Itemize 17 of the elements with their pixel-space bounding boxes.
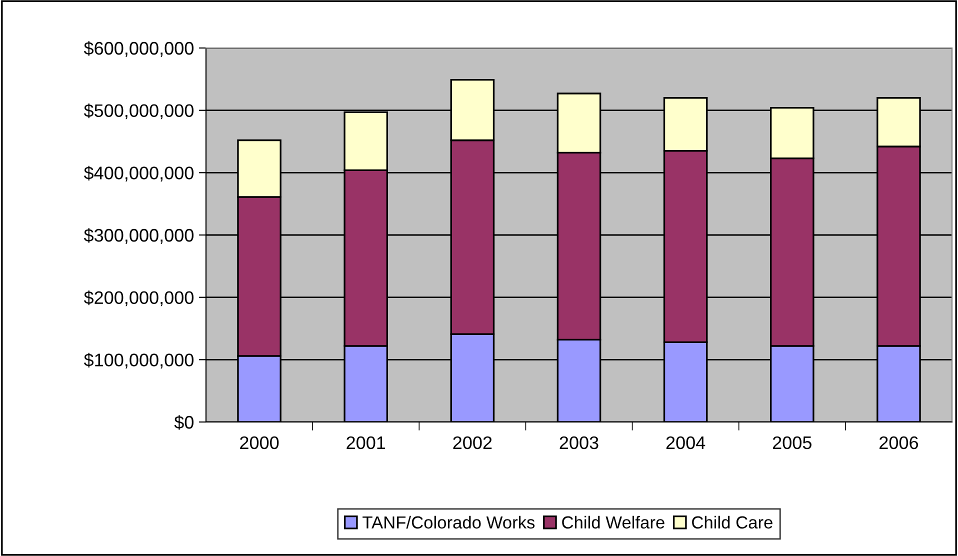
y-tick-label: $300,000,000	[84, 228, 194, 244]
y-tick-label: $200,000,000	[84, 290, 194, 306]
legend-label: Child Welfare	[562, 516, 664, 529]
x-tick-label: 2002	[453, 436, 492, 450]
x-tick-label: 2004	[666, 436, 706, 450]
y-tick-label: $100,000,000	[84, 352, 194, 369]
x-tick-label: 2000	[240, 436, 279, 450]
x-tick-label: 2006	[880, 436, 918, 450]
x-tick-label: 2003	[560, 436, 598, 450]
y-tick-label: $600,000,000	[84, 41, 194, 57]
y-tick-label: $0	[174, 415, 194, 430]
y-tick-label: $500,000,000	[84, 104, 194, 120]
legend-label: TANF/Colorado Works	[362, 516, 535, 529]
x-tick-label: 2001	[346, 436, 386, 450]
legend-label: Child Care	[692, 516, 772, 529]
y-tick-label: $400,000,000	[84, 166, 194, 182]
x-tick-label: 2005	[772, 436, 812, 450]
